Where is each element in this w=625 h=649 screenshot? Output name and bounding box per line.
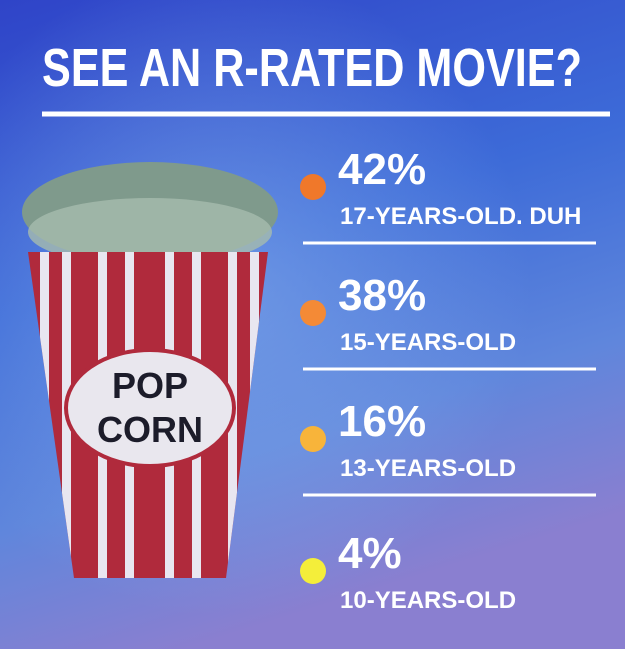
item-value: 42% <box>338 145 426 194</box>
bullet-dot <box>300 558 326 584</box>
title: SEE AN R-RATED MOVIE? <box>42 38 582 98</box>
item-value: 38% <box>338 271 426 320</box>
item-value: 16% <box>338 397 426 446</box>
item-label: 15-YEARS-OLD <box>340 329 516 356</box>
results-list: 42% 17-YEARS-OLD. DUH 38% 15-YEARS-OLD 16% 13… <box>300 145 596 614</box>
item-label: 10-YEARS-OLD <box>340 587 516 614</box>
item-value: 4% <box>338 529 402 578</box>
bullet-dot <box>300 300 326 326</box>
item-label: 17-YEARS-OLD. DUH <box>340 203 581 230</box>
bullet-dot <box>300 426 326 452</box>
label-oval <box>64 348 236 468</box>
bullet-dot <box>300 174 326 200</box>
popcorn-text: POP <box>112 365 188 406</box>
item-label: 13-YEARS-OLD <box>340 455 516 482</box>
popcorn-highlight <box>28 198 272 266</box>
popcorn-text: CORN <box>97 409 203 450</box>
